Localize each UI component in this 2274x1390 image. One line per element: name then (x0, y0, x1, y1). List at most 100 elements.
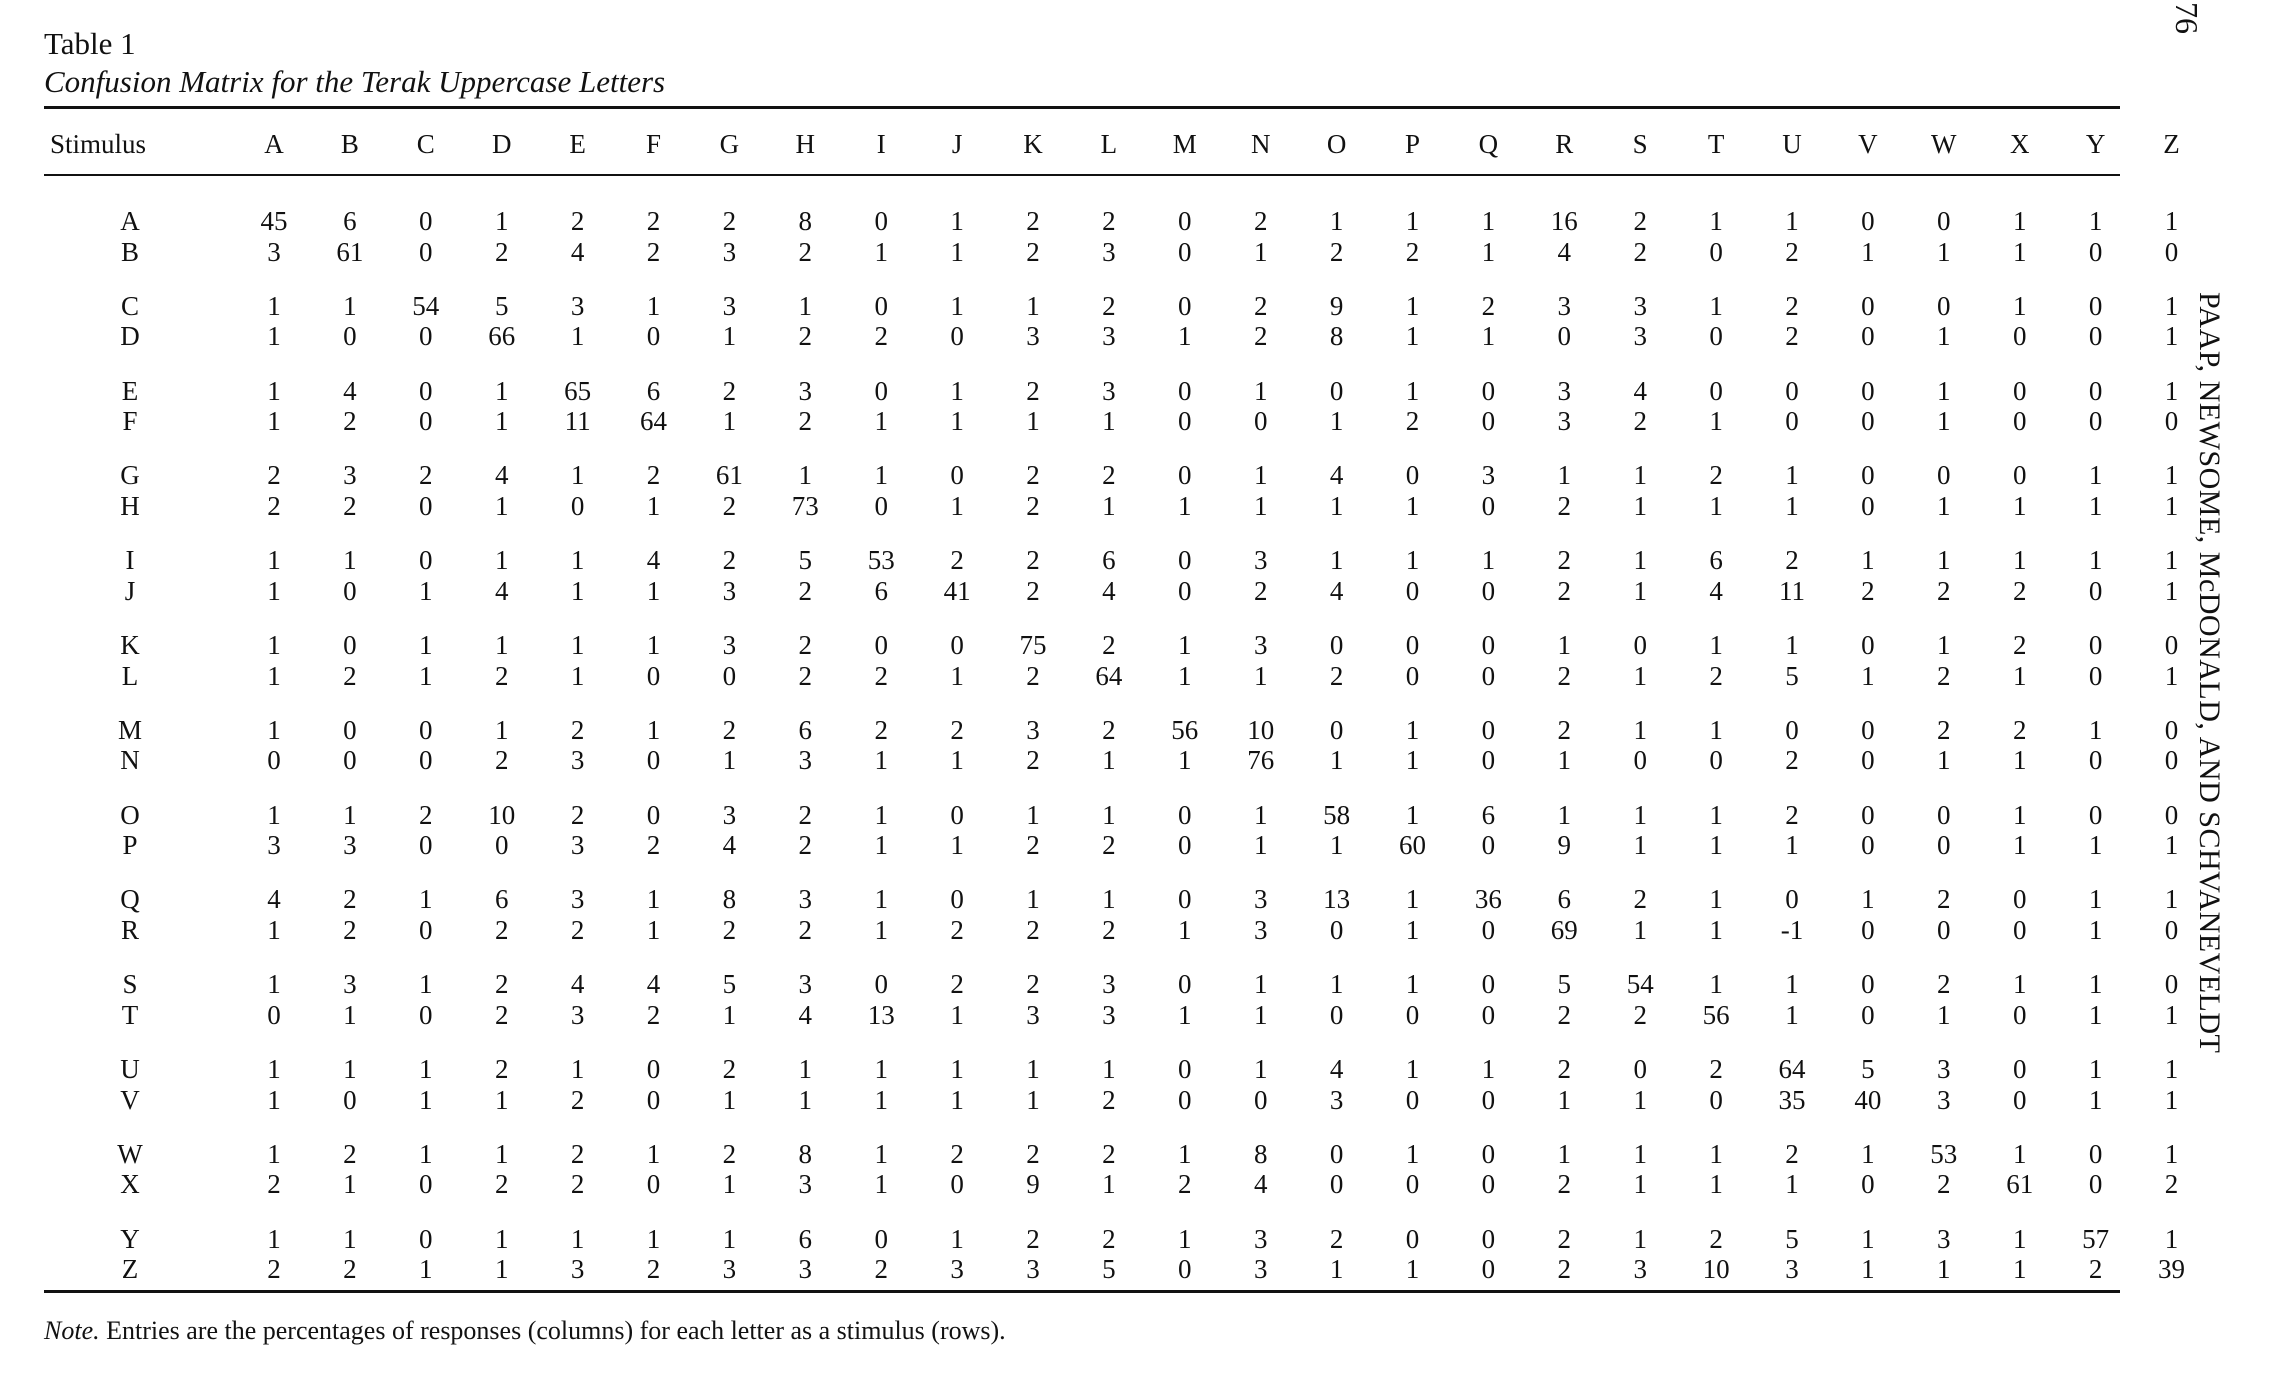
table-cell: 0 (1861, 321, 1875, 352)
table-cell: 1 (874, 236, 888, 267)
row-label: X (120, 1169, 140, 1200)
table-cell: 61 (336, 236, 364, 267)
table-cell: 1 (570, 321, 585, 352)
table-cell: 0 (1937, 460, 1951, 491)
table-cell: 0 (950, 460, 964, 491)
table-cell: 1 (494, 545, 509, 576)
table-cell: 4 (494, 575, 509, 606)
table-cell: 1 (2164, 290, 2179, 321)
table-cell: 3 (722, 290, 737, 321)
table-cell: 0 (1633, 630, 1647, 660)
table-cell: 3 (722, 575, 737, 606)
table-cell: 2 (1861, 575, 1875, 606)
table-cell: 13 (867, 999, 895, 1030)
table-cell: 1 (1329, 969, 1344, 1000)
table-cell: 0 (1937, 799, 1951, 830)
table-cell: 0 (1861, 914, 1875, 945)
table-cell: 0 (419, 1169, 433, 1200)
column-header: F (645, 129, 662, 159)
table-cell: 0 (722, 660, 737, 691)
row-label: W (117, 1138, 143, 1169)
table-cell: 3 (1102, 236, 1116, 267)
table-cell: 1 (2164, 206, 2179, 236)
table-cell: 2 (798, 830, 813, 861)
table-cell: 56 (1171, 714, 1199, 745)
table-cell: 1 (343, 1169, 357, 1200)
table-cell: 2 (494, 660, 509, 691)
table-cell: 0 (1178, 460, 1192, 491)
table-cell: 0 (2164, 630, 2179, 660)
table-cell: 6 (1481, 799, 1496, 830)
table-cell: 1 (1178, 660, 1192, 691)
table-cell: 2 (950, 1138, 964, 1169)
table-cell: 0 (1861, 1169, 1875, 1200)
table-cell: 3 (1633, 290, 1647, 321)
table-cell: 2 (722, 914, 737, 945)
table-cell: 2 (1633, 406, 1647, 437)
table-cell: 1 (1937, 490, 1951, 521)
table-cell: 1 (1633, 914, 1647, 945)
row-label: G (120, 460, 140, 491)
table-cell: 2 (798, 914, 813, 945)
table-caption: Confusion Matrix for the Terak Uppercase… (44, 64, 666, 99)
table-cell: 1 (2012, 1138, 2027, 1169)
table-cell: 57 (2082, 1223, 2110, 1254)
table-cell: 2 (494, 1054, 509, 1084)
table-cell: 1 (1481, 1054, 1496, 1084)
table-cell: 5 (494, 290, 509, 321)
table-cell: 1 (1405, 375, 1420, 406)
table-cell: 4 (1329, 460, 1344, 491)
table-cell: 0 (1785, 714, 1799, 745)
table-cell: 0 (874, 375, 888, 406)
table-cell: 0 (646, 745, 661, 776)
table-cell: 66 (488, 321, 516, 352)
table-cell: 1 (1709, 206, 1723, 236)
table-cell: 0 (1861, 206, 1875, 236)
table-cell: 11 (564, 406, 591, 437)
table-cell: 1 (1633, 490, 1647, 521)
table-cell: 0 (1861, 290, 1875, 321)
table-cell: 0 (1861, 714, 1875, 745)
table-cell: 1 (798, 1084, 813, 1115)
table-cell: 45 (260, 206, 288, 236)
table-cell: 0 (1178, 375, 1192, 406)
table-cell: 0 (874, 969, 888, 1000)
table-cell: 2 (874, 660, 888, 691)
table-cell: 1 (1709, 799, 1723, 830)
row-label: A (120, 206, 140, 236)
table-cell: 1 (2088, 969, 2103, 1000)
table-cell: 2 (1937, 1169, 1951, 1200)
table-cell: 0 (1709, 745, 1723, 776)
table-cell: 0 (1861, 630, 1875, 660)
table-cell: 2 (1785, 321, 1799, 352)
table-cell: 2 (267, 490, 281, 521)
table-cell: 2 (1633, 884, 1647, 915)
row-label: L (121, 660, 139, 691)
table-cell: 2 (267, 1169, 281, 1200)
table-cell: 0 (1861, 830, 1875, 861)
table-cell: 2 (1937, 714, 1951, 745)
table-cell: 3 (1253, 884, 1268, 915)
table-cell: 2 (1709, 1223, 1723, 1254)
table-cell: 1 (1937, 1254, 1951, 1285)
table-cell: 2 (1102, 1138, 1116, 1169)
table-cell: 0 (267, 999, 281, 1030)
table-cell: 0 (2088, 1169, 2103, 1200)
column-header: O (1326, 129, 1347, 159)
table-cell: 3 (1557, 290, 1572, 321)
table-row: G 2 3 2 4 1 2 61 1 1 0 2 2 0 1 4 0 3 1 1 2 1 0 0 0 1 1 (44, 460, 2178, 492)
stimulus-header: Stimulus (50, 129, 147, 159)
table-cell: 2 (1026, 375, 1040, 406)
table-cell: 0 (2012, 884, 2027, 915)
table-cell: 8 (798, 1138, 813, 1169)
column-header: S (1632, 129, 1648, 159)
table-cell: 1 (267, 969, 281, 1000)
table-cell: 6 (798, 1223, 813, 1254)
table-cell: 1 (343, 1054, 357, 1084)
row-label: K (120, 630, 140, 660)
table-cell: 0 (1481, 969, 1496, 1000)
table-cell: 1 (874, 1084, 888, 1115)
table-cell: 1 (2088, 1054, 2103, 1084)
table-cell: 1 (1405, 321, 1420, 352)
table-cell: 2 (798, 660, 813, 691)
